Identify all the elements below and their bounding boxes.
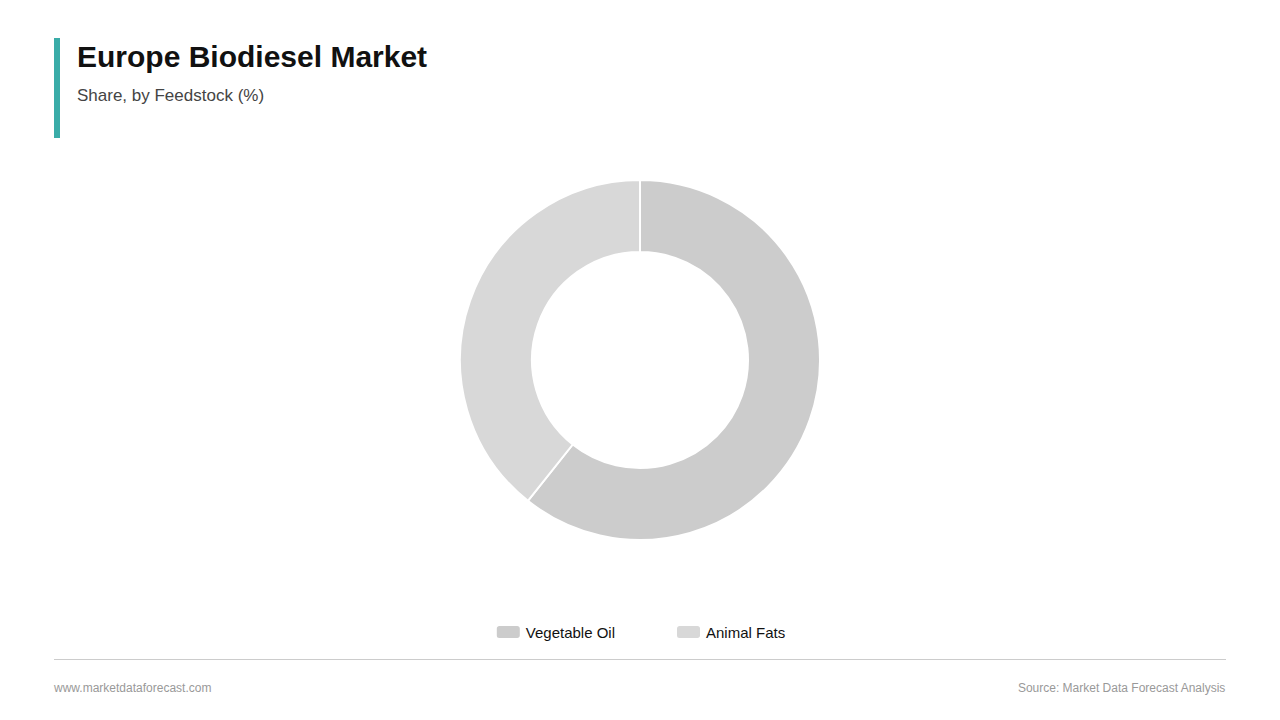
svg-text:Share, by Feedstock (%): Share, by Feedstock (%)	[77, 86, 264, 105]
svg-text:Animal Fats: Animal Fats	[706, 624, 785, 641]
svg-text:Vegetable Oil: Vegetable Oil	[526, 624, 615, 641]
svg-text:www.marketdataforecast.com: www.marketdataforecast.com	[53, 681, 211, 695]
svg-text:Source: Market Data Forecast A: Source: Market Data Forecast Analysis	[1018, 681, 1225, 695]
svg-text:Europe Biodiesel Market: Europe Biodiesel Market	[77, 40, 427, 73]
